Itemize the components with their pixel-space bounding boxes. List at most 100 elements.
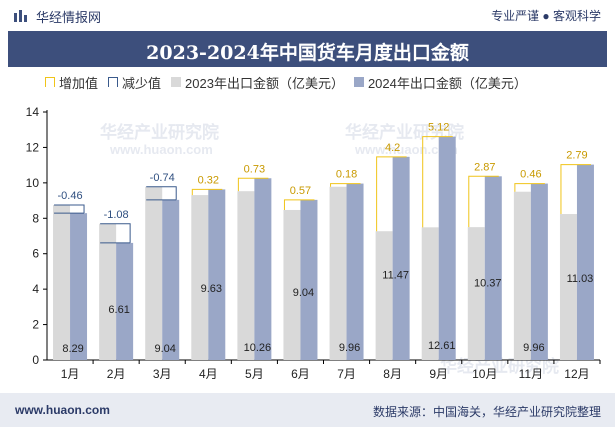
diff-label: 0.18 xyxy=(336,169,357,181)
bar-2023 xyxy=(99,223,117,360)
decrease-bracket xyxy=(146,186,177,200)
value-label-2024: 12.61 xyxy=(428,340,456,352)
increase-bracket xyxy=(560,164,591,215)
increase-bracket xyxy=(330,183,361,187)
value-label-2024: 9.96 xyxy=(339,342,360,354)
diff-label: -0.46 xyxy=(58,190,83,202)
bar-2023 xyxy=(283,209,301,360)
value-label-2024: 8.29 xyxy=(62,343,83,355)
value-label-2024: 10.26 xyxy=(244,342,272,354)
value-label-2024: 11.03 xyxy=(567,273,594,285)
value-label-2024: 10.37 xyxy=(474,278,502,290)
y-tick-label: 2 xyxy=(32,318,39,332)
bar-2024 xyxy=(346,183,364,360)
legend-2023: 2023年出口金额（亿美元） xyxy=(171,73,344,92)
value-label-2024: 11.47 xyxy=(382,270,409,282)
x-tick-label: 9月 xyxy=(429,367,448,381)
value-label-2024: 9.63 xyxy=(201,283,222,295)
diff-label: 2.79 xyxy=(566,150,587,162)
y-tick-label: 12 xyxy=(26,140,40,154)
bar-2023 xyxy=(467,227,485,360)
legend: 增加值 减少值 2023年出口金额（亿美元） 2024年出口金额（亿美元） xyxy=(45,72,537,92)
bar-2024 xyxy=(530,183,548,360)
footer: www.huaon.com 数据来源：中国海关，华经产业研究院整理 xyxy=(0,393,615,427)
value-label-2024: 9.96 xyxy=(523,342,544,354)
bar-2024 xyxy=(484,176,502,360)
x-tick-label: 10月 xyxy=(472,367,497,381)
legend-2024-swatch xyxy=(353,77,364,87)
bar-2024 xyxy=(392,156,410,360)
footer-website: www.huaon.com xyxy=(15,403,110,417)
legend-2023-swatch xyxy=(171,77,182,87)
diff-label: 0.57 xyxy=(290,185,311,197)
watermark-url: www.huaon.com xyxy=(355,142,458,157)
increase-bracket xyxy=(376,156,407,232)
bar-2024 xyxy=(576,164,594,360)
bar-2023 xyxy=(237,191,255,360)
bar-2024 xyxy=(70,213,88,360)
bar-2024 xyxy=(300,199,318,360)
increase-bracket xyxy=(514,183,545,192)
diff-label: 0.32 xyxy=(198,174,219,186)
x-tick-label: 5月 xyxy=(245,367,264,381)
legend-2023-label: 2023年出口金额（亿美元） xyxy=(185,75,344,91)
diff-label: -0.74 xyxy=(150,172,175,184)
bar-2023 xyxy=(559,214,577,360)
legend-decrease-label: 减少值 xyxy=(122,75,162,91)
diff-label: -1.08 xyxy=(104,209,129,221)
bar-2024 xyxy=(208,189,226,360)
x-tick-label: 8月 xyxy=(383,367,402,381)
legend-decrease-swatch xyxy=(108,77,119,87)
diff-label: 0.73 xyxy=(244,163,265,175)
x-tick-label: 6月 xyxy=(291,367,310,381)
y-tick-label: 0 xyxy=(32,353,39,367)
bar-2023 xyxy=(375,231,393,360)
legend-increase-label: 增加值 xyxy=(59,75,99,91)
x-tick-label: 3月 xyxy=(153,367,172,381)
y-tick-label: 6 xyxy=(32,247,39,261)
value-label-2024: 6.61 xyxy=(108,304,129,316)
y-tick-label: 4 xyxy=(32,282,39,296)
bar-2023 xyxy=(329,186,347,360)
increase-bracket xyxy=(237,177,269,192)
legend-decrease: 减少值 xyxy=(108,73,161,92)
increase-bracket xyxy=(468,175,499,228)
x-tick-label: 1月 xyxy=(61,367,80,381)
bar-2023 xyxy=(421,227,439,360)
y-tick-label: 8 xyxy=(32,211,39,225)
bar-2023 xyxy=(191,195,209,360)
top-bar: 华经情报网 专业严谨 ● 客观科学 xyxy=(0,0,615,30)
value-label-2024: 9.04 xyxy=(293,287,314,299)
value-label-2024: 9.04 xyxy=(154,343,175,355)
legend-increase-swatch xyxy=(45,77,55,87)
bar-2023 xyxy=(53,205,71,360)
brand-name: 华经情报网 xyxy=(36,10,102,25)
bar-2024 xyxy=(438,136,456,360)
watermark-url: www.huaon.com xyxy=(110,142,213,157)
bar-2024 xyxy=(116,242,134,360)
decrease-bracket xyxy=(54,204,85,214)
watermark-text: 华经产业研究院 xyxy=(100,123,219,142)
bar-2024 xyxy=(254,178,272,360)
legend-2024-label: 2024年出口金额（亿美元） xyxy=(367,75,527,91)
x-tick-label: 4月 xyxy=(199,367,218,381)
tagline: 专业严谨 ● 客观科学 xyxy=(491,9,601,23)
diff-label: 2.87 xyxy=(474,161,495,173)
diff-label: 4.2 xyxy=(385,142,400,154)
chart-title: 2023-2024年中国货车月度出口金额 xyxy=(146,42,469,64)
x-tick-label: 12月 xyxy=(564,367,589,381)
bar-2023 xyxy=(145,186,163,360)
y-tick-label: 14 xyxy=(26,105,40,119)
watermark-text: 华经产业研究院 xyxy=(440,357,559,376)
x-tick-label: 2月 xyxy=(107,367,126,381)
decrease-bracket xyxy=(100,223,131,243)
increase-bracket xyxy=(422,136,453,228)
title-band: 2023-2024年中国货车月度出口金额 xyxy=(8,31,607,67)
logo-icon xyxy=(14,10,27,22)
y-tick-label: 10 xyxy=(26,176,40,190)
legend-2024: 2024年出口金额（亿美元） xyxy=(353,73,527,92)
x-tick-label: 11月 xyxy=(519,367,543,381)
diff-label: 5.12 xyxy=(428,122,449,134)
increase-bracket xyxy=(191,188,223,196)
bar-2024 xyxy=(162,199,180,360)
